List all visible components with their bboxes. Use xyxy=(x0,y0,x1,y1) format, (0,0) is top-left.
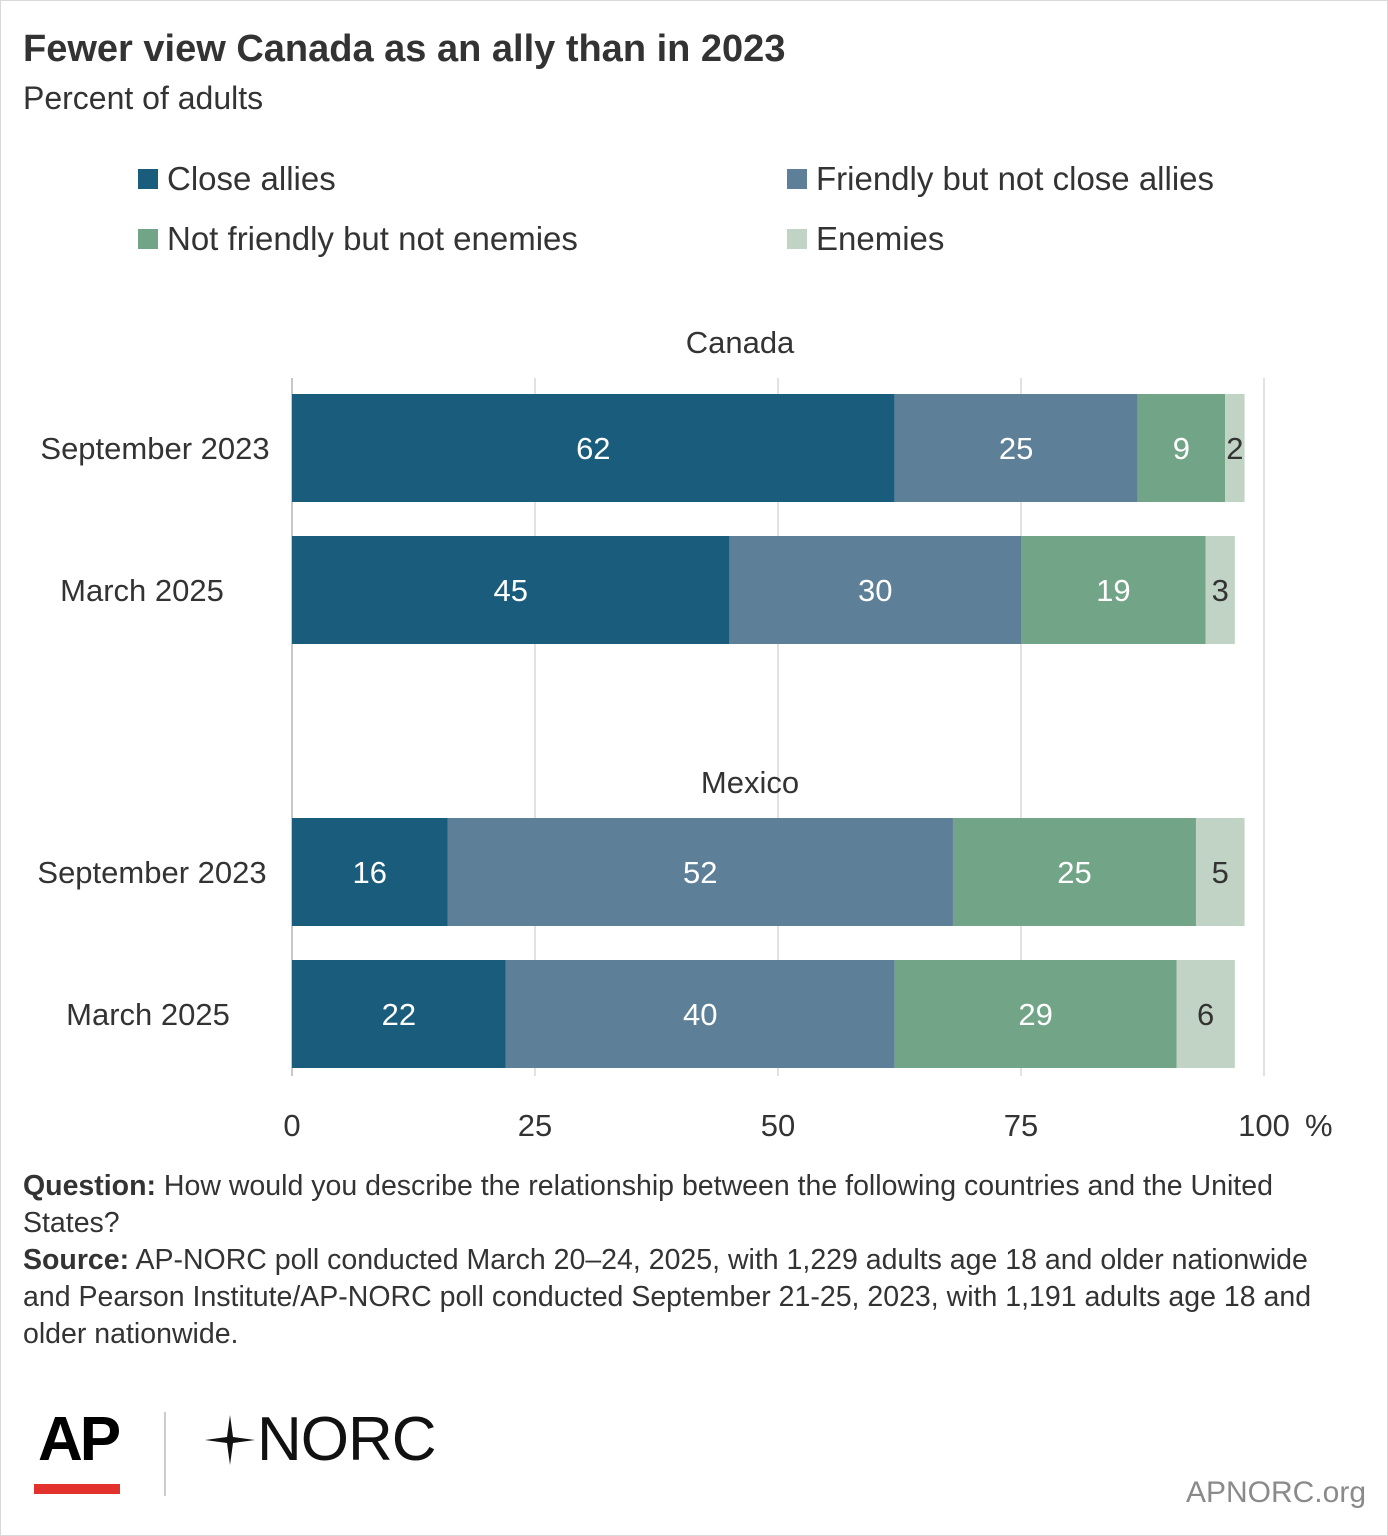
data-label: 2 xyxy=(1226,431,1243,466)
bar-segment xyxy=(952,818,1196,926)
bar-segment xyxy=(292,960,506,1068)
legend-label: Friendly but not close allies xyxy=(816,160,1215,197)
legend-swatch xyxy=(138,169,158,189)
row-label: March 2025 xyxy=(60,573,224,608)
legend-item-close-allies: Close allies xyxy=(138,160,336,198)
norc-logo: NORC xyxy=(203,1404,437,1475)
chart-title: Fewer view Canada as an ally than in 202… xyxy=(23,28,786,70)
chart-subtitle: Percent of adults xyxy=(23,80,264,116)
data-label: 52 xyxy=(683,855,717,890)
source-text: AP-NORC poll conducted March 20–24, 2025… xyxy=(23,1244,1312,1350)
data-label: 25 xyxy=(1057,855,1091,890)
source-note: Source: AP-NORC poll conducted March 20–… xyxy=(23,1242,1353,1353)
bar-segment xyxy=(894,394,1138,502)
data-label: 30 xyxy=(858,573,892,608)
legend-label: Enemies xyxy=(816,220,945,257)
legend-swatch xyxy=(787,169,807,189)
site-url: APNORC.org xyxy=(1185,1476,1366,1509)
x-axis-unit: % xyxy=(1305,1108,1333,1143)
x-tick-label: 25 xyxy=(518,1108,552,1143)
ap-logo: AP xyxy=(38,1405,121,1474)
data-label: 25 xyxy=(999,431,1033,466)
data-label: 45 xyxy=(493,573,527,608)
question-text: How would you describe the relationship … xyxy=(23,1170,1273,1239)
bar-segment xyxy=(1195,818,1245,926)
x-tick-label: 100 xyxy=(1238,1108,1290,1143)
bar-segment xyxy=(505,960,895,1068)
footnote: Question: How would you describe the rel… xyxy=(23,1168,1353,1353)
data-label: 62 xyxy=(576,431,610,466)
group-title: Canada xyxy=(686,325,795,360)
bar-segment xyxy=(292,536,730,644)
data-label: 5 xyxy=(1212,855,1229,890)
legend-swatch xyxy=(138,229,158,249)
data-label: 19 xyxy=(1096,573,1130,608)
bar-segment xyxy=(1176,960,1235,1068)
bar-segment xyxy=(1021,536,1206,644)
x-tick-label: 0 xyxy=(283,1108,300,1143)
norc-logo-text: NORC xyxy=(257,1405,437,1474)
bar-segment xyxy=(1137,394,1226,502)
row-label: March 2025 xyxy=(66,997,230,1032)
legend-swatch xyxy=(787,229,807,249)
ap-logo-bar xyxy=(34,1484,120,1494)
x-tick-label: 50 xyxy=(761,1108,795,1143)
bar-segment xyxy=(1205,536,1235,644)
legend-item-friendly: Friendly but not close allies xyxy=(787,160,1214,198)
data-label: 3 xyxy=(1212,573,1229,608)
bar-segment xyxy=(447,818,953,926)
question-label: Question: xyxy=(23,1170,156,1202)
source-label: Source: xyxy=(23,1244,130,1276)
bar-segment xyxy=(729,536,1021,644)
data-label: 6 xyxy=(1197,997,1214,1032)
bar-segment xyxy=(1225,394,1245,502)
legend-label: Close allies xyxy=(167,160,336,197)
bar-segment xyxy=(894,960,1177,1068)
data-label: 40 xyxy=(683,997,717,1032)
norc-star-icon xyxy=(205,1414,255,1465)
legend-item-not-friendly: Not friendly but not enemies xyxy=(138,220,578,258)
data-label: 22 xyxy=(382,997,416,1032)
group-title: Mexico xyxy=(701,765,799,800)
row-label: September 2023 xyxy=(37,855,266,890)
data-label: 16 xyxy=(353,855,387,890)
logo-divider xyxy=(164,1412,166,1496)
row-label: September 2023 xyxy=(40,431,269,466)
data-label: 9 xyxy=(1173,431,1190,466)
legend-item-enemies: Enemies xyxy=(787,220,944,258)
x-tick-label: 75 xyxy=(1004,1108,1038,1143)
legend-label: Not friendly but not enemies xyxy=(167,220,578,257)
question-note: Question: How would you describe the rel… xyxy=(23,1168,1353,1242)
bar-segment xyxy=(292,818,448,926)
bar-segment xyxy=(292,394,895,502)
data-label: 29 xyxy=(1018,997,1052,1032)
